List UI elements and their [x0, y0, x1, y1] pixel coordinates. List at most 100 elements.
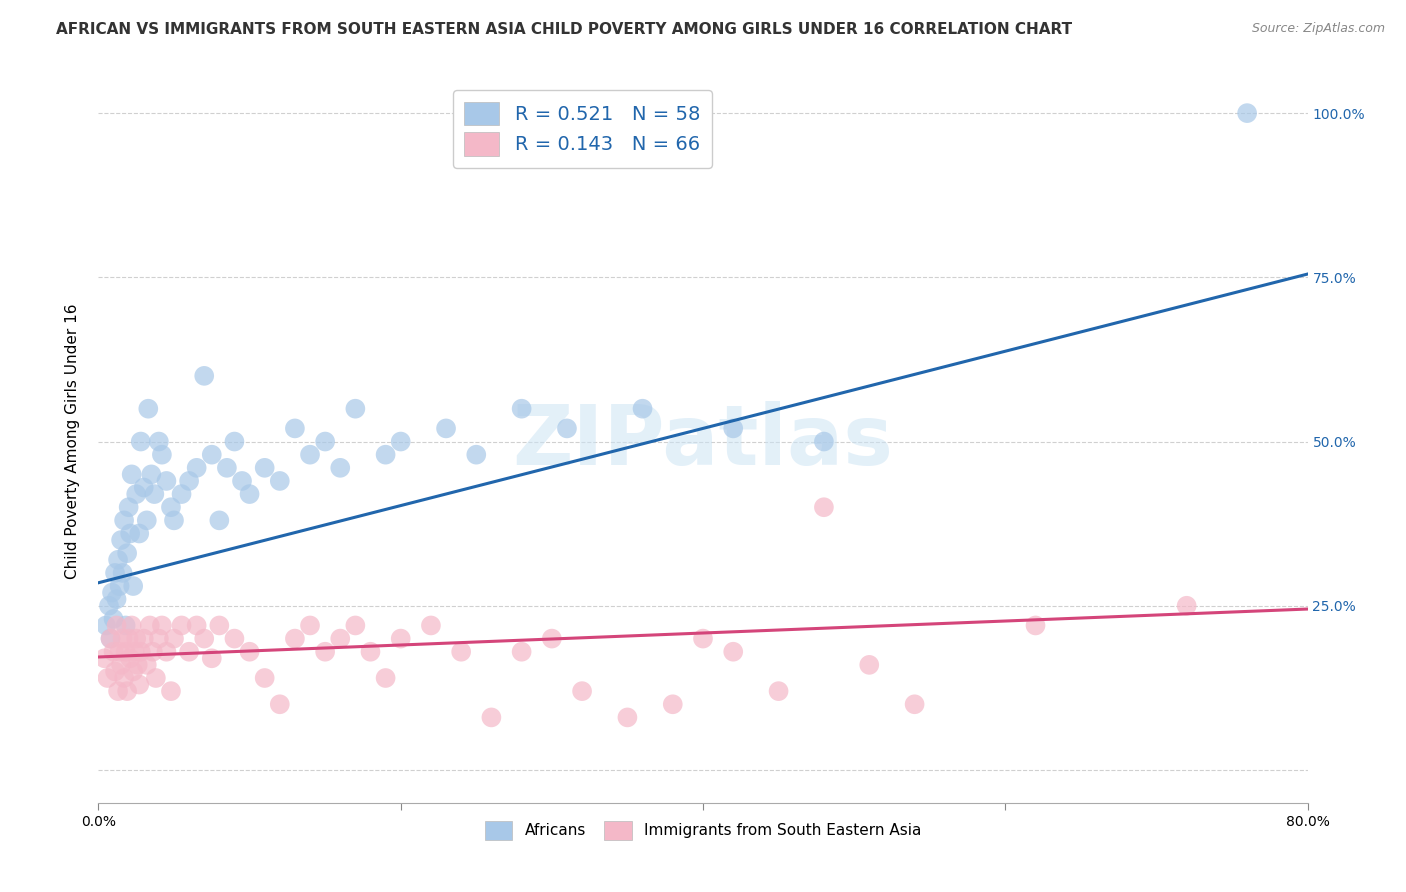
- Point: [208, 513, 231, 527]
- Point: [231, 474, 253, 488]
- Point: [150, 618, 173, 632]
- Point: [858, 657, 880, 672]
- Text: Source: ZipAtlas.com: Source: ZipAtlas.com: [1251, 22, 1385, 36]
- Point: [110, 533, 132, 547]
- Point: [104, 566, 127, 580]
- Point: [284, 632, 307, 646]
- Point: [111, 566, 134, 580]
- Point: [510, 401, 533, 416]
- Text: AFRICAN VS IMMIGRANTS FROM SOUTH EASTERN ASIA CHILD POVERTY AMONG GIRLS UNDER 16: AFRICAN VS IMMIGRANTS FROM SOUTH EASTERN…: [56, 22, 1073, 37]
- Point: [344, 401, 367, 416]
- Y-axis label: Child Poverty Among Girls Under 16: Child Poverty Among Girls Under 16: [65, 304, 80, 579]
- Point: [160, 684, 183, 698]
- Point: [132, 481, 155, 495]
- Point: [723, 421, 745, 435]
- Point: [103, 612, 125, 626]
- Point: [329, 460, 352, 475]
- Point: [98, 599, 121, 613]
- Point: [103, 645, 125, 659]
- Point: [616, 710, 638, 724]
- Point: [125, 632, 148, 646]
- Point: [389, 632, 412, 646]
- Point: [571, 684, 593, 698]
- Text: ZIPatlas: ZIPatlas: [513, 401, 893, 482]
- Point: [186, 460, 208, 475]
- Point: [374, 448, 396, 462]
- Point: [122, 665, 145, 679]
- Point: [112, 513, 135, 527]
- Point: [148, 434, 170, 449]
- Point: [374, 671, 396, 685]
- Point: [186, 618, 208, 632]
- Point: [129, 434, 152, 449]
- Point: [1175, 599, 1198, 613]
- Point: [114, 618, 136, 632]
- Point: [115, 684, 138, 698]
- Point: [239, 487, 262, 501]
- Point: [96, 671, 118, 685]
- Point: [143, 487, 166, 501]
- Point: [434, 421, 457, 435]
- Point: [269, 698, 291, 712]
- Point: [904, 698, 927, 712]
- Point: [145, 671, 167, 685]
- Point: [120, 651, 142, 665]
- Point: [139, 618, 162, 632]
- Point: [127, 657, 149, 672]
- Point: [105, 592, 128, 607]
- Point: [201, 651, 224, 665]
- Point: [768, 684, 790, 698]
- Point: [170, 487, 193, 501]
- Point: [160, 500, 183, 515]
- Point: [813, 434, 835, 449]
- Point: [118, 500, 141, 515]
- Point: [170, 618, 193, 632]
- Point: [125, 487, 148, 501]
- Point: [540, 632, 562, 646]
- Point: [120, 526, 142, 541]
- Point: [108, 579, 131, 593]
- Point: [224, 632, 246, 646]
- Point: [284, 421, 307, 435]
- Point: [136, 401, 159, 416]
- Point: [148, 632, 170, 646]
- Point: [389, 434, 412, 449]
- Point: [110, 657, 132, 672]
- Point: [141, 467, 163, 482]
- Point: [465, 448, 488, 462]
- Point: [193, 632, 215, 646]
- Point: [299, 618, 322, 632]
- Point: [329, 632, 352, 646]
- Point: [163, 513, 186, 527]
- Point: [115, 546, 138, 560]
- Point: [360, 645, 382, 659]
- Point: [723, 645, 745, 659]
- Point: [344, 618, 367, 632]
- Point: [150, 448, 173, 462]
- Point: [135, 513, 157, 527]
- Point: [142, 645, 165, 659]
- Point: [105, 618, 128, 632]
- Point: [661, 698, 683, 712]
- Point: [224, 434, 246, 449]
- Point: [813, 500, 835, 515]
- Point: [631, 401, 654, 416]
- Point: [193, 368, 215, 383]
- Point: [555, 421, 578, 435]
- Point: [692, 632, 714, 646]
- Point: [163, 632, 186, 646]
- Point: [94, 618, 117, 632]
- Point: [93, 651, 115, 665]
- Point: [1024, 618, 1046, 632]
- Point: [101, 585, 124, 599]
- Point: [253, 671, 276, 685]
- Point: [128, 677, 150, 691]
- Point: [450, 645, 472, 659]
- Point: [107, 553, 129, 567]
- Legend: Africans, Immigrants from South Eastern Asia: Africans, Immigrants from South Eastern …: [478, 815, 928, 846]
- Point: [122, 579, 145, 593]
- Point: [420, 618, 443, 632]
- Point: [299, 448, 322, 462]
- Point: [179, 645, 201, 659]
- Point: [112, 671, 135, 685]
